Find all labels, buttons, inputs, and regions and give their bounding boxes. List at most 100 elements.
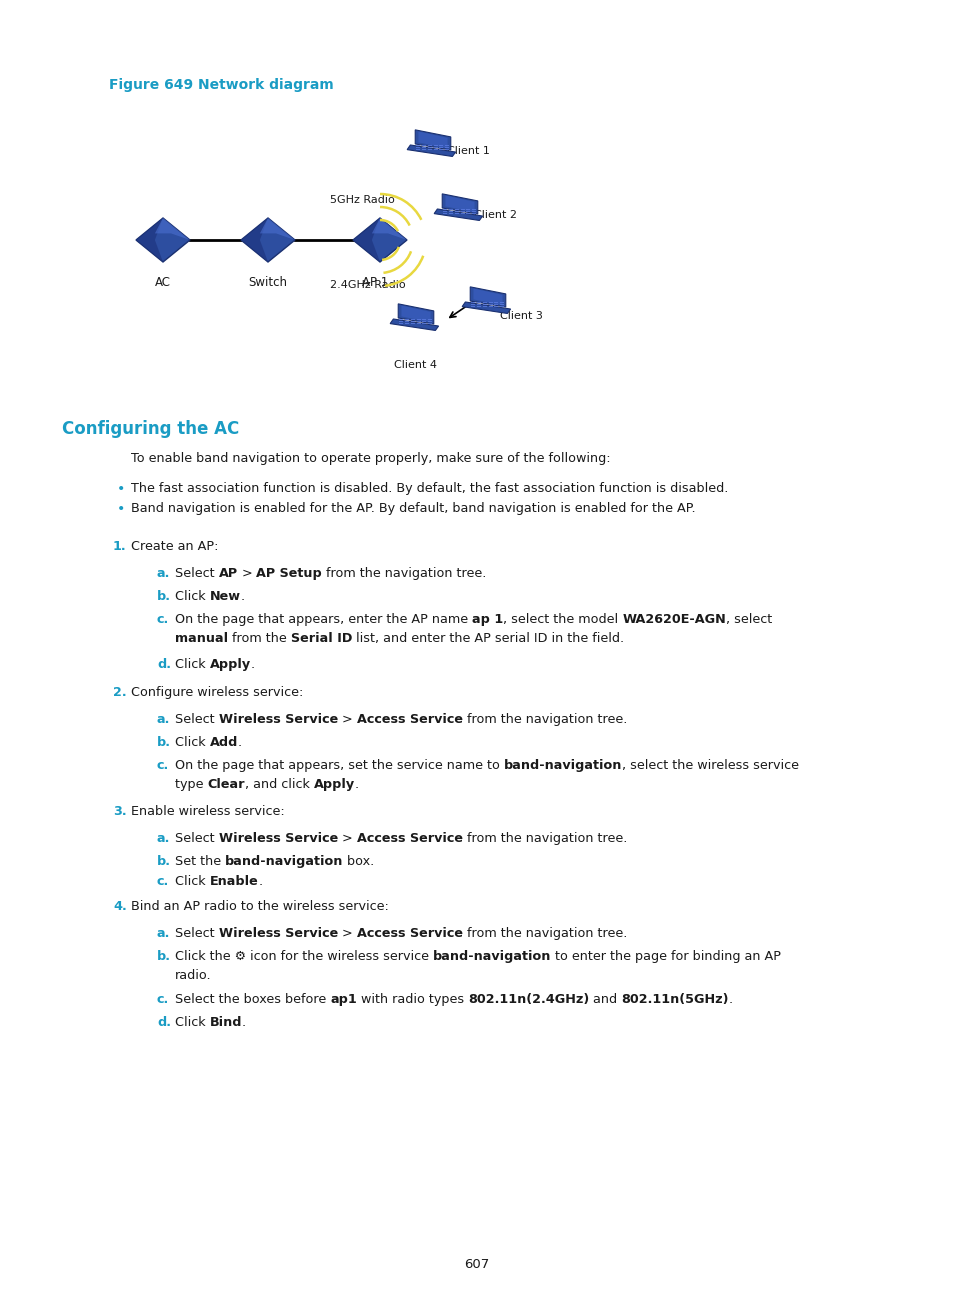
- Polygon shape: [353, 218, 379, 262]
- Text: >: >: [337, 713, 356, 726]
- Text: Click the ⚙ icon for the wireless service: Click the ⚙ icon for the wireless servic…: [174, 950, 433, 963]
- Polygon shape: [470, 286, 505, 307]
- Text: 2.4GHz Radio: 2.4GHz Radio: [330, 280, 405, 290]
- Text: , select the model: , select the model: [503, 613, 622, 626]
- Text: 1.: 1.: [112, 540, 127, 553]
- Text: a.: a.: [157, 927, 171, 940]
- Text: 802.11n(2.4GHz): 802.11n(2.4GHz): [468, 993, 589, 1006]
- Text: The fast association function is disabled. By default, the fast association func: The fast association function is disable…: [131, 482, 727, 495]
- Text: c.: c.: [157, 613, 169, 626]
- Polygon shape: [434, 209, 482, 220]
- Text: AP 1: AP 1: [361, 276, 388, 289]
- Text: ap1: ap1: [330, 993, 356, 1006]
- Text: a.: a.: [157, 713, 171, 726]
- Text: Click: Click: [174, 590, 210, 603]
- Text: Enable: Enable: [210, 875, 258, 888]
- Polygon shape: [390, 319, 438, 330]
- Text: Add: Add: [210, 736, 237, 749]
- Text: Click: Click: [174, 1016, 210, 1029]
- Text: Configuring the AC: Configuring the AC: [62, 420, 239, 438]
- Text: Bind an AP radio to the wireless service:: Bind an AP radio to the wireless service…: [131, 899, 389, 912]
- Text: band-navigation: band-navigation: [225, 855, 343, 868]
- Text: .: .: [728, 993, 732, 1006]
- Text: c.: c.: [157, 875, 169, 888]
- Text: from the: from the: [228, 632, 291, 645]
- Text: .: .: [251, 658, 254, 671]
- Text: Client 4: Client 4: [395, 360, 437, 369]
- Text: from the navigation tree.: from the navigation tree.: [322, 568, 486, 581]
- Text: Wireless Service: Wireless Service: [218, 832, 337, 845]
- Text: Switch: Switch: [248, 276, 287, 289]
- Text: Figure 649 Network diagram: Figure 649 Network diagram: [109, 78, 334, 92]
- Polygon shape: [154, 218, 190, 240]
- Text: Bind: Bind: [210, 1016, 242, 1029]
- Text: Click: Click: [174, 658, 210, 671]
- Text: Select: Select: [174, 568, 218, 581]
- Text: AP: AP: [218, 568, 237, 581]
- Text: Apply: Apply: [210, 658, 251, 671]
- Text: .: .: [237, 736, 242, 749]
- Text: Select: Select: [174, 713, 218, 726]
- Text: with radio types: with radio types: [356, 993, 468, 1006]
- Text: .: .: [240, 590, 245, 603]
- Text: from the navigation tree.: from the navigation tree.: [462, 832, 626, 845]
- Text: d.: d.: [157, 658, 171, 671]
- Polygon shape: [372, 218, 407, 240]
- Text: WA2620E-AGN: WA2620E-AGN: [622, 613, 725, 626]
- Text: Access Service: Access Service: [356, 713, 462, 726]
- Text: 2.: 2.: [112, 686, 127, 699]
- Text: d.: d.: [157, 1016, 171, 1029]
- Polygon shape: [473, 289, 502, 306]
- Text: •: •: [117, 482, 125, 496]
- Text: Apply: Apply: [314, 778, 355, 791]
- Text: Wireless Service: Wireless Service: [218, 713, 337, 726]
- Text: New: New: [210, 590, 240, 603]
- Text: On the page that appears, set the service name to: On the page that appears, set the servic…: [174, 759, 503, 772]
- Text: Click: Click: [174, 736, 210, 749]
- Text: Serial ID: Serial ID: [291, 632, 352, 645]
- Text: .: .: [258, 875, 262, 888]
- Text: list, and enter the AP serial ID in the field.: list, and enter the AP serial ID in the …: [352, 632, 623, 645]
- Polygon shape: [241, 218, 294, 262]
- Text: a.: a.: [157, 568, 171, 581]
- Polygon shape: [353, 218, 407, 262]
- Text: Select the boxes before: Select the boxes before: [174, 993, 330, 1006]
- Polygon shape: [442, 194, 477, 214]
- Polygon shape: [136, 218, 163, 262]
- Text: 4.: 4.: [112, 899, 127, 912]
- Text: 802.11n(5GHz): 802.11n(5GHz): [620, 993, 728, 1006]
- Text: b.: b.: [157, 950, 171, 963]
- Text: , select: , select: [725, 613, 772, 626]
- Text: from the navigation tree.: from the navigation tree.: [462, 927, 626, 940]
- Text: 3.: 3.: [112, 805, 127, 818]
- Text: AC: AC: [154, 276, 171, 289]
- Polygon shape: [418, 131, 447, 149]
- Text: Access Service: Access Service: [356, 832, 462, 845]
- Text: Access Service: Access Service: [356, 927, 462, 940]
- Text: 5GHz Radio: 5GHz Radio: [330, 194, 395, 205]
- Text: Client 1: Client 1: [447, 146, 489, 156]
- Text: >: >: [337, 832, 356, 845]
- Text: 607: 607: [464, 1258, 489, 1271]
- Text: Create an AP:: Create an AP:: [131, 540, 218, 553]
- Text: radio.: radio.: [174, 969, 212, 982]
- Text: band-navigation: band-navigation: [503, 759, 621, 772]
- Polygon shape: [445, 196, 474, 213]
- Text: a.: a.: [157, 832, 171, 845]
- Text: from the navigation tree.: from the navigation tree.: [462, 713, 626, 726]
- Text: Client 2: Client 2: [474, 210, 517, 220]
- Text: b.: b.: [157, 855, 171, 868]
- Text: Clear: Clear: [208, 778, 245, 791]
- Text: b.: b.: [157, 736, 171, 749]
- Polygon shape: [136, 218, 190, 262]
- Text: Enable wireless service:: Enable wireless service:: [131, 805, 284, 818]
- Text: To enable band navigation to operate properly, make sure of the following:: To enable band navigation to operate pro…: [131, 452, 610, 465]
- Text: manual: manual: [174, 632, 228, 645]
- Text: Select: Select: [174, 927, 218, 940]
- Polygon shape: [401, 306, 430, 323]
- Text: >: >: [237, 568, 256, 581]
- Text: c.: c.: [157, 993, 169, 1006]
- Text: b.: b.: [157, 590, 171, 603]
- Text: , select the wireless service: , select the wireless service: [621, 759, 799, 772]
- Text: to enter the page for binding an AP: to enter the page for binding an AP: [551, 950, 781, 963]
